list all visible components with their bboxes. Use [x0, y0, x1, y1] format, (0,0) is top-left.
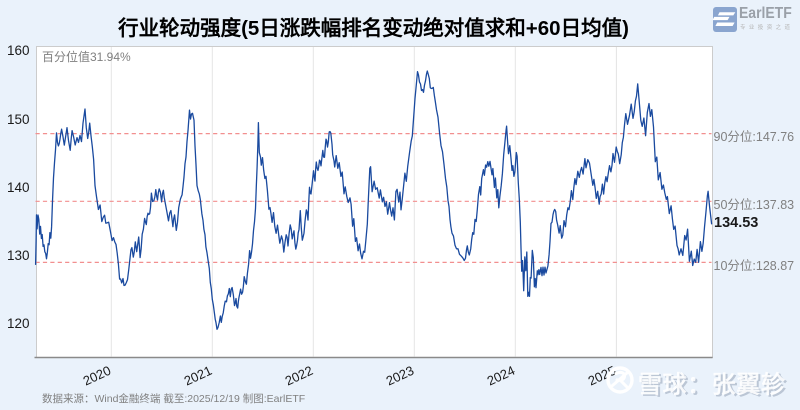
- svg-text:雪球：张翼轸: 雪球：张翼轸: [640, 372, 788, 400]
- svg-text:雪球：张翼轸: 雪球：张翼轸: [638, 370, 786, 398]
